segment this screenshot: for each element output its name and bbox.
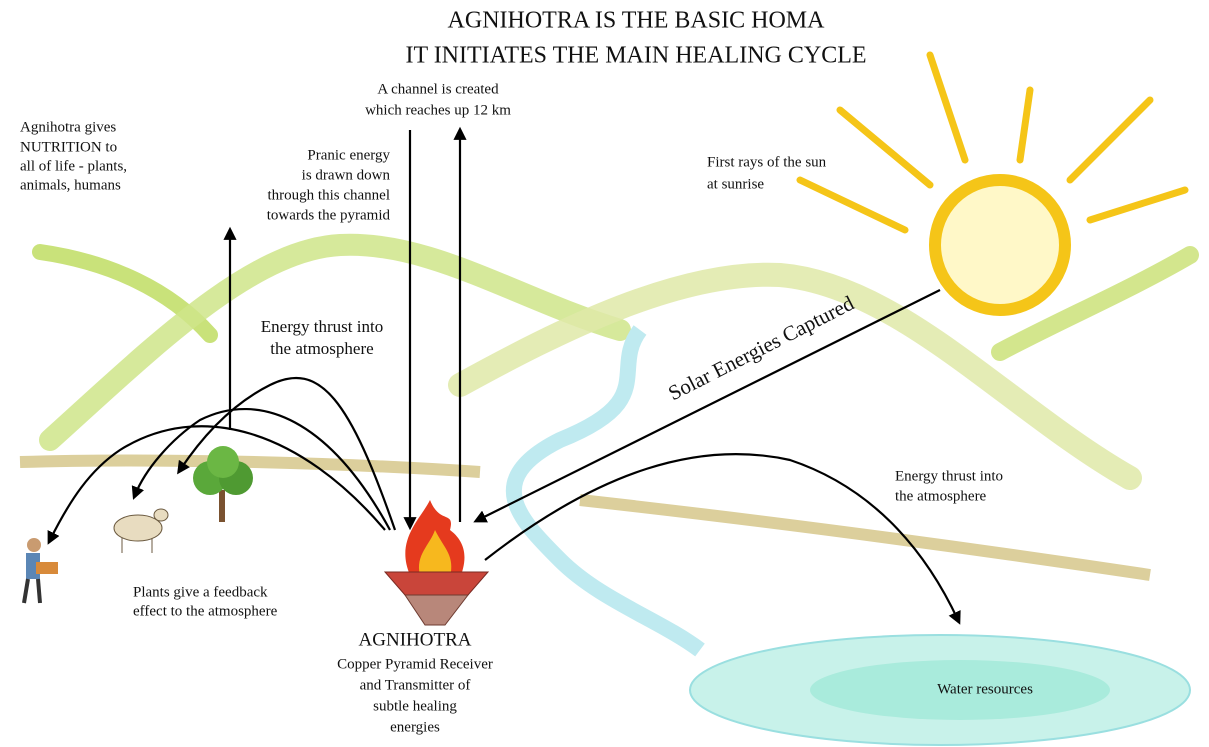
label: First rays of the sun — [707, 154, 827, 170]
label: the atmosphere — [895, 488, 987, 504]
label: Energy thrust into — [261, 317, 383, 336]
title: IT INITIATES THE MAIN HEALING CYCLE — [405, 43, 866, 69]
agnihotra-pyramid — [385, 500, 488, 625]
diagram: AGNIHOTRA IS THE BASIC HOMA IT INITIATES… — [0, 0, 1209, 747]
label: and Transmitter of — [360, 677, 471, 693]
label: the atmosphere — [270, 339, 373, 358]
label: animals, humans — [20, 177, 121, 193]
label: Solar Energies Captured — [664, 291, 858, 406]
arrows — [50, 130, 958, 620]
texts: AGNIHOTRA IS THE BASIC HOMA IT INITIATES… — [20, 8, 1033, 736]
sun — [800, 55, 1185, 310]
label: A channel is created — [377, 81, 499, 97]
label: Energy thrust into — [895, 468, 1003, 484]
label: through this channel — [268, 187, 390, 203]
label: towards the pyramid — [267, 207, 391, 223]
label: is drawn down — [302, 167, 391, 183]
label: AGNIHOTRA — [359, 629, 472, 650]
label: Agnihotra gives — [20, 119, 116, 135]
label: all of life - plants, — [20, 158, 127, 174]
label: Pranic energy — [307, 147, 390, 163]
label: at sunrise — [707, 176, 764, 192]
label: Water resources — [937, 681, 1033, 697]
label: subtle healing — [373, 698, 457, 714]
label: which reaches up 12 km — [365, 102, 511, 118]
label: Copper Pyramid Receiver — [337, 656, 493, 672]
label: energies — [390, 719, 440, 735]
person — [24, 538, 58, 603]
label: effect to the atmosphere — [133, 603, 278, 619]
label: Plants give a feedback — [133, 584, 268, 600]
title: AGNIHOTRA IS THE BASIC HOMA — [448, 8, 826, 34]
cow — [114, 509, 168, 553]
label: NUTRITION to — [20, 139, 117, 155]
landscape — [20, 245, 1190, 745]
